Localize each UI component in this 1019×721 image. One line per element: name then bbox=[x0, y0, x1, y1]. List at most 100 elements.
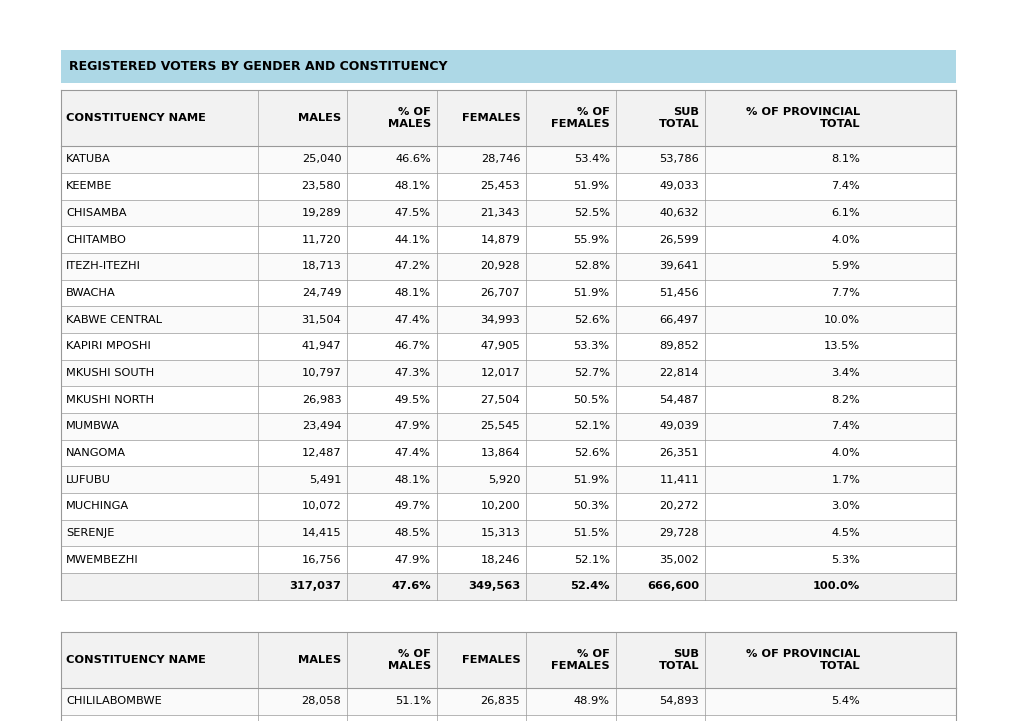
FancyBboxPatch shape bbox=[61, 280, 955, 306]
FancyBboxPatch shape bbox=[61, 306, 955, 333]
Text: 44.1%: 44.1% bbox=[394, 234, 430, 244]
FancyBboxPatch shape bbox=[61, 226, 955, 253]
Text: 51.9%: 51.9% bbox=[573, 474, 609, 485]
Text: CONSTITUENCY NAME: CONSTITUENCY NAME bbox=[66, 655, 206, 665]
FancyBboxPatch shape bbox=[61, 146, 955, 173]
Text: CONSTITUENCY NAME: CONSTITUENCY NAME bbox=[66, 113, 206, 123]
Text: 47.3%: 47.3% bbox=[394, 368, 430, 378]
Text: 54,487: 54,487 bbox=[659, 394, 698, 404]
Text: CHILILABOMBWE: CHILILABOMBWE bbox=[66, 696, 162, 707]
Text: NANGOMA: NANGOMA bbox=[66, 448, 126, 458]
Text: 10,797: 10,797 bbox=[302, 368, 341, 378]
Text: 52.1%: 52.1% bbox=[573, 554, 609, 565]
Text: FEMALES: FEMALES bbox=[462, 113, 520, 123]
Text: 317,037: 317,037 bbox=[289, 581, 341, 591]
Text: 5.3%: 5.3% bbox=[830, 554, 859, 565]
Text: 54,893: 54,893 bbox=[658, 696, 698, 707]
Text: 26,707: 26,707 bbox=[480, 288, 520, 298]
Text: SERENJE: SERENJE bbox=[66, 528, 114, 538]
FancyBboxPatch shape bbox=[61, 632, 955, 688]
Text: 52.4%: 52.4% bbox=[570, 581, 609, 591]
FancyBboxPatch shape bbox=[61, 547, 955, 573]
Text: 47.2%: 47.2% bbox=[394, 261, 430, 271]
Text: MUMBWA: MUMBWA bbox=[66, 421, 120, 431]
Text: 35,002: 35,002 bbox=[658, 554, 698, 565]
Text: 25,040: 25,040 bbox=[302, 154, 341, 164]
Text: 51.9%: 51.9% bbox=[573, 181, 609, 191]
Text: MKUSHI NORTH: MKUSHI NORTH bbox=[66, 394, 154, 404]
FancyBboxPatch shape bbox=[61, 413, 955, 440]
FancyBboxPatch shape bbox=[61, 200, 955, 226]
Text: REGISTERED VOTERS BY GENDER AND CONSTITUENCY: REGISTERED VOTERS BY GENDER AND CONSTITU… bbox=[69, 60, 447, 73]
FancyBboxPatch shape bbox=[61, 573, 955, 600]
Text: 51.9%: 51.9% bbox=[573, 288, 609, 298]
Text: 5.4%: 5.4% bbox=[830, 696, 859, 707]
Text: 26,983: 26,983 bbox=[302, 394, 341, 404]
Text: 55.9%: 55.9% bbox=[573, 234, 609, 244]
Text: 18,246: 18,246 bbox=[480, 554, 520, 565]
Text: 50.3%: 50.3% bbox=[573, 501, 609, 511]
Text: 66,497: 66,497 bbox=[659, 314, 698, 324]
Text: 41,947: 41,947 bbox=[302, 341, 341, 351]
Text: KATUBA: KATUBA bbox=[66, 154, 111, 164]
Text: 89,852: 89,852 bbox=[658, 341, 698, 351]
Text: 51,456: 51,456 bbox=[659, 288, 698, 298]
Text: 7.4%: 7.4% bbox=[830, 421, 859, 431]
FancyBboxPatch shape bbox=[61, 520, 955, 547]
Text: CHISAMBA: CHISAMBA bbox=[66, 208, 126, 218]
Text: 52.6%: 52.6% bbox=[574, 314, 609, 324]
Text: 25,545: 25,545 bbox=[480, 421, 520, 431]
Text: 349,563: 349,563 bbox=[468, 581, 520, 591]
Text: 29,728: 29,728 bbox=[659, 528, 698, 538]
Text: 10,072: 10,072 bbox=[302, 501, 341, 511]
Text: % OF
FEMALES: % OF FEMALES bbox=[550, 649, 609, 671]
Text: 28,058: 28,058 bbox=[302, 696, 341, 707]
Text: MALES: MALES bbox=[298, 655, 341, 665]
Text: FEMALES: FEMALES bbox=[462, 655, 520, 665]
Text: 47,905: 47,905 bbox=[480, 341, 520, 351]
Text: MKUSHI SOUTH: MKUSHI SOUTH bbox=[66, 368, 155, 378]
FancyBboxPatch shape bbox=[61, 50, 955, 83]
Text: 14,879: 14,879 bbox=[480, 234, 520, 244]
Text: MWEMBEZHI: MWEMBEZHI bbox=[66, 554, 139, 565]
Text: 26,599: 26,599 bbox=[659, 234, 698, 244]
Text: 27,504: 27,504 bbox=[480, 394, 520, 404]
Text: 50.5%: 50.5% bbox=[573, 394, 609, 404]
Text: 48.9%: 48.9% bbox=[573, 696, 609, 707]
Text: 21,343: 21,343 bbox=[480, 208, 520, 218]
FancyBboxPatch shape bbox=[61, 333, 955, 360]
Text: 46.7%: 46.7% bbox=[394, 341, 430, 351]
Text: 100.0%: 100.0% bbox=[812, 581, 859, 591]
Text: MALES: MALES bbox=[298, 113, 341, 123]
Text: 51.1%: 51.1% bbox=[394, 696, 430, 707]
Text: 12,487: 12,487 bbox=[302, 448, 341, 458]
Text: 4.0%: 4.0% bbox=[830, 448, 859, 458]
Text: SUB
TOTAL: SUB TOTAL bbox=[658, 649, 698, 671]
Text: 51.5%: 51.5% bbox=[573, 528, 609, 538]
Text: 25,453: 25,453 bbox=[480, 181, 520, 191]
Text: 666,600: 666,600 bbox=[646, 581, 698, 591]
Text: 22,814: 22,814 bbox=[659, 368, 698, 378]
Text: 53,786: 53,786 bbox=[658, 154, 698, 164]
Text: 40,632: 40,632 bbox=[659, 208, 698, 218]
Text: 47.6%: 47.6% bbox=[390, 581, 430, 591]
Text: 20,928: 20,928 bbox=[480, 261, 520, 271]
Text: 5.9%: 5.9% bbox=[830, 261, 859, 271]
Text: 47.5%: 47.5% bbox=[394, 208, 430, 218]
FancyBboxPatch shape bbox=[61, 466, 955, 493]
Text: 20,272: 20,272 bbox=[659, 501, 698, 511]
FancyBboxPatch shape bbox=[61, 493, 955, 520]
Text: 7.4%: 7.4% bbox=[830, 181, 859, 191]
Text: 5,491: 5,491 bbox=[309, 474, 341, 485]
Text: 49,033: 49,033 bbox=[658, 181, 698, 191]
Text: % OF
FEMALES: % OF FEMALES bbox=[550, 107, 609, 129]
Text: 6.1%: 6.1% bbox=[830, 208, 859, 218]
Text: 23,494: 23,494 bbox=[302, 421, 341, 431]
Text: SUB
TOTAL: SUB TOTAL bbox=[658, 107, 698, 129]
Text: 26,351: 26,351 bbox=[659, 448, 698, 458]
Text: 24,749: 24,749 bbox=[302, 288, 341, 298]
Text: 10.0%: 10.0% bbox=[823, 314, 859, 324]
Text: 53.4%: 53.4% bbox=[573, 154, 609, 164]
Text: 48.1%: 48.1% bbox=[394, 288, 430, 298]
Text: CHITAMBO: CHITAMBO bbox=[66, 234, 126, 244]
